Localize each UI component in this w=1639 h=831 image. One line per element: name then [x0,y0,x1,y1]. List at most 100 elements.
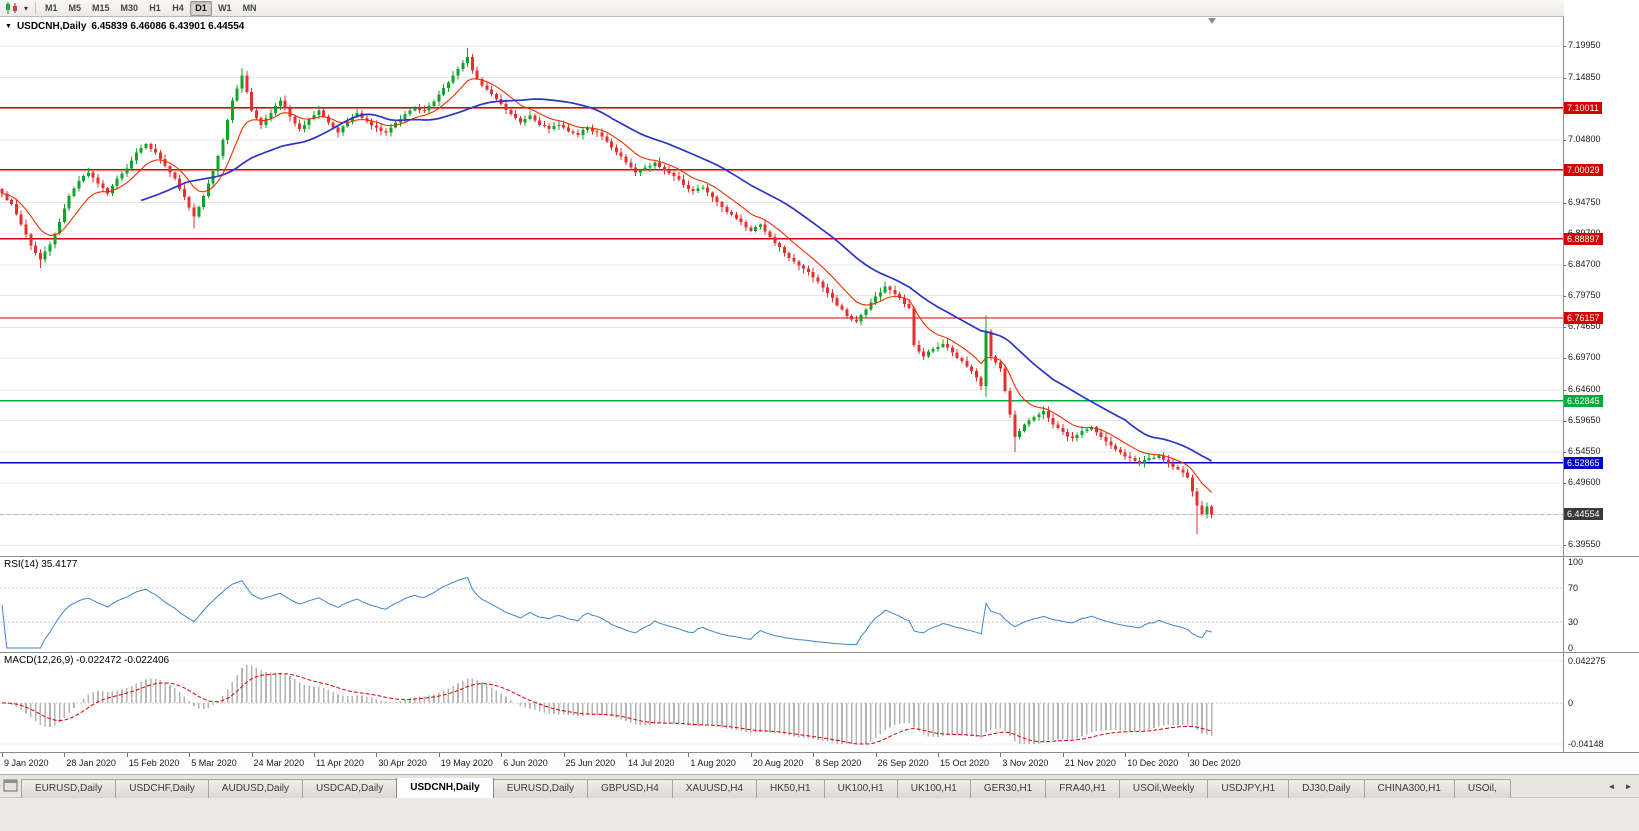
date-axis-tick [563,753,565,757]
price-axis-label: 6.59650 [1568,414,1601,425]
date-axis-tick [438,753,440,757]
date-axis-label: 9 Jan 2020 [4,758,49,768]
date-axis-tick [64,753,66,757]
level-price-tag: 6.62845 [1564,394,1603,407]
date-axis-tick [1125,753,1127,757]
date-axis-tick [875,753,877,757]
price-axis-tick [1563,46,1566,47]
rsi-axis-label: 30 [1568,617,1579,628]
chart-shift-marker[interactable] [1208,18,1216,24]
date-axis-tick [501,753,503,757]
macd-label: MACD(12,26,9) -0.022472 -0.022406 [4,655,170,666]
date-axis-tick [189,753,191,757]
timeframe-toolbar: ▾ M1 M5 M15 M30 H1 H4 D1 W1 MN [0,0,1639,17]
chart-tab-1[interactable]: USDCHF,Daily [115,779,209,798]
chart-tab-9[interactable]: UK100,H1 [823,779,898,798]
price-axis-label: 6.74650 [1568,321,1601,332]
price-axis-tick [1563,545,1566,547]
date-axis-label: 10 Dec 2020 [1127,758,1179,768]
chart-tab-14[interactable]: USDJPY,H1 [1207,779,1290,798]
level-price-tag: 6.76157 [1564,312,1603,324]
date-axis-tick [688,753,690,757]
price-axis-label: 6.79750 [1568,289,1601,300]
timeframe-button-d1[interactable]: D1 [190,0,213,16]
level-price-tag: 7.10011 [1564,101,1602,114]
timeframe-button-mn[interactable]: MN [242,3,257,13]
price-axis-border [1563,17,1564,752]
tab-scroll-right-icon[interactable]: ► [1624,782,1633,791]
chart-ohlc-values: 6.45839 6.46086 6.43901 6.44554 [91,21,245,32]
price-axis-tick [1563,140,1566,142]
macd-axis-label: 0.042275 [1568,656,1606,666]
chart-tab-4[interactable]: USDCNH,Daily [396,778,494,798]
chart-tab-10[interactable]: UK100,H1 [896,779,971,798]
date-axis-label: 5 Mar 2020 [191,758,237,768]
price-axis-label: 6.49600 [1568,476,1601,487]
price-axis-label: 7.14850 [1568,71,1601,82]
price-axis-tick [1563,77,1566,79]
level-price-tag: 6.52865 [1564,456,1603,469]
price-axis-label: 6.64600 [1568,383,1601,394]
date-axis[interactable]: 9 Jan 2020 28 Jan 2020 15 Feb 2020 5 Mar 20… [0,753,1639,774]
chart-tab-15[interactable]: DJ30,Daily [1288,779,1365,798]
rsi-axis-label: 70 [1568,582,1579,593]
chart-tab-13[interactable]: USOil,Weekly [1118,779,1209,798]
chart-tab-12[interactable]: FRA40,H1 [1045,779,1120,798]
chart-tabs-strip: EURUSD,Daily USDCHF,Daily AUDUSD,Daily USDC… [21,778,1599,798]
date-axis-label: 6 Jun 2020 [503,758,548,768]
macd-panel-canvas[interactable] [0,653,1563,752]
price-axis-label: 6.84700 [1568,258,1601,269]
timeframe-button-h4[interactable]: H4 [172,3,184,13]
date-axis-label: 8 Sep 2020 [815,758,862,768]
timeframe-button-m30[interactable]: M30 [120,3,139,13]
date-axis-tick [750,753,752,757]
price-axis-label: 6.39550 [1568,539,1601,550]
dropdown-caret-icon[interactable]: ▾ [23,3,28,13]
rsi-axis-label: 100 [1568,557,1584,567]
tab-scroll-left-icon[interactable]: ◄ [1607,782,1616,791]
price-axis-label: 6.69700 [1568,352,1601,363]
panel-separator[interactable] [0,652,1639,653]
tab-scroll-arrows: ◄ ► [1604,779,1636,794]
one-click-collapse-icon[interactable]: ▼ [5,23,12,30]
timeframe-button-m15[interactable]: M15 [92,3,110,13]
chart-windows-icon[interactable] [3,778,18,793]
chart-tab-17[interactable]: USOil, [1453,779,1511,798]
timeframe-button-m5[interactable]: M5 [68,3,82,13]
chart-tab-11[interactable]: GER30,H1 [969,779,1047,798]
timeframe-button-h1[interactable]: H1 [149,3,161,13]
current-price-tag: 6.44554 [1564,508,1603,521]
date-axis-tick [1062,753,1064,757]
timeframe-button-w1[interactable]: W1 [218,3,232,13]
price-axis-tick [1563,202,1566,204]
price-axis[interactable]: 7.199507.148507.098007.048006.997506.947… [1563,0,1639,752]
price-axis-tick [1563,452,1566,454]
chart-tab-3[interactable]: USDCAD,Daily [302,779,398,798]
date-axis-label: 14 Jul 2020 [628,758,675,768]
date-axis-label: 19 May 2020 [440,758,493,768]
chart-tab-16[interactable]: CHINA300,H1 [1363,779,1455,798]
date-axis-label: 20 Aug 2020 [752,758,804,768]
price-chart-canvas[interactable] [0,17,1563,556]
price-axis-tick [1563,358,1566,360]
chart-tab-0[interactable]: EURUSD,Daily [21,779,117,798]
date-axis-tick [1187,753,1189,757]
chart-tab-8[interactable]: HK50,H1 [756,779,825,798]
panel-separator[interactable] [0,556,1639,557]
chart-tab-5[interactable]: EURUSD,Daily [492,779,588,798]
timeframe-button-m1[interactable]: M1 [45,3,58,13]
chart-tab-2[interactable]: AUDUSD,Daily [207,779,304,798]
date-axis-label: 30 Apr 2020 [378,758,427,768]
price-axis-label: 6.54550 [1568,446,1601,457]
date-axis-tick [2,753,3,757]
price-axis-label: 7.04800 [1568,134,1601,145]
level-price-tag: 6.88897 [1564,232,1603,245]
candlestick-chart-icon[interactable] [3,1,21,15]
chart-symbol-label: USDCNH,Daily [16,21,87,32]
panel-separator [0,752,1639,753]
price-axis-tick [1563,420,1566,422]
chart-tab-6[interactable]: GBPUSD,H4 [586,779,673,798]
rsi-panel-canvas[interactable] [0,557,1563,652]
chart-tab-7[interactable]: XAUUSD,H4 [671,779,758,798]
